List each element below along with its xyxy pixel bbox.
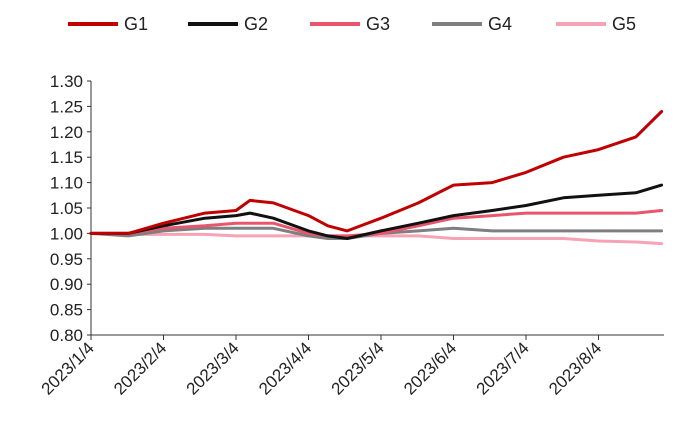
x-tick-label: 2023/7/4 [473,338,533,398]
legend-label-g4: G4 [488,14,512,34]
y-tick-label: 1.05 [50,199,83,218]
y-tick-label: 1.10 [50,174,83,193]
series-lines [89,110,664,246]
legend-label-g5: G5 [612,14,636,34]
y-tick-label: 1.20 [50,123,83,142]
y-tick-label: 1.30 [50,72,83,91]
x-tick-label: 2023/6/4 [400,338,460,398]
series-line-g3 [89,209,664,238]
x-tick-label: 2023/3/4 [183,338,243,398]
y-tick-label: 0.80 [50,326,83,345]
y-tick-label: 0.95 [50,250,83,269]
legend-label-g2: G2 [244,14,268,34]
y-tick-label: 1.00 [50,224,83,243]
x-tick-label: 2023/1/4 [38,338,98,398]
y-tick-label: 0.90 [50,275,83,294]
y-tick-label: 1.15 [50,148,83,167]
series-line-g2 [89,183,664,240]
y-tick-label: 1.25 [50,97,83,116]
x-tick-label: 2023/2/4 [110,338,170,398]
legend: G1 G2 G3 G4 G5 [68,14,636,34]
x-tick-label: 2023/4/4 [255,338,315,398]
legend-label-g1: G1 [124,14,148,34]
x-tick-label: 2023/8/4 [545,338,605,398]
y-tick-label: 0.85 [50,301,83,320]
x-tick-label: 2023/5/4 [328,338,388,398]
series-line-g1 [89,110,664,235]
legend-label-g3: G3 [366,14,390,34]
